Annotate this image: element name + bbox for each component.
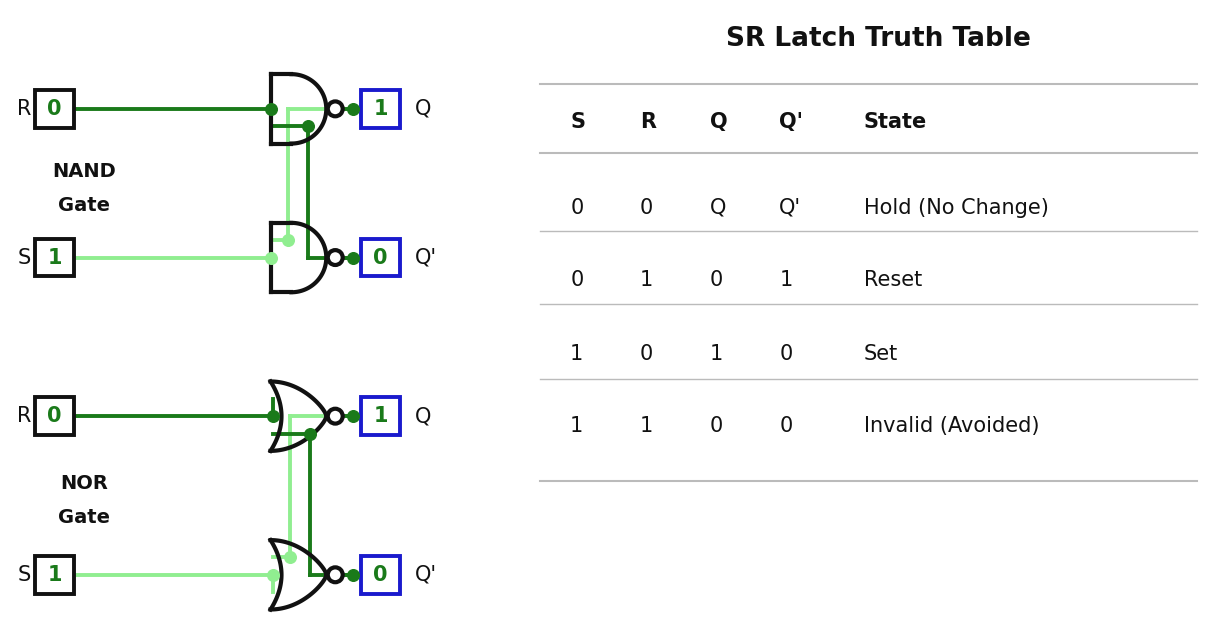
Point — [299, 121, 318, 132]
Text: Q': Q' — [779, 198, 801, 218]
Text: 1: 1 — [709, 343, 722, 364]
Text: 1: 1 — [570, 416, 583, 436]
Point — [342, 252, 362, 263]
Point — [281, 552, 300, 562]
Text: Invalid (Avoided): Invalid (Avoided) — [864, 416, 1039, 436]
FancyBboxPatch shape — [361, 239, 401, 277]
Point — [261, 252, 281, 263]
FancyBboxPatch shape — [35, 556, 75, 594]
Text: Gate: Gate — [58, 508, 110, 527]
Text: Hold (No Change): Hold (No Change) — [864, 198, 1049, 218]
Point — [342, 411, 362, 421]
Text: R: R — [17, 406, 31, 426]
Text: 0: 0 — [709, 270, 722, 290]
FancyBboxPatch shape — [35, 239, 75, 277]
Text: 1: 1 — [779, 270, 793, 290]
Text: 1: 1 — [47, 565, 62, 585]
Text: Q: Q — [709, 198, 726, 218]
Text: 0: 0 — [779, 416, 793, 436]
Point — [261, 104, 281, 114]
Text: 0: 0 — [640, 198, 653, 218]
Point — [263, 411, 282, 421]
Text: NOR: NOR — [60, 474, 109, 493]
Point — [300, 428, 319, 438]
Text: 0: 0 — [47, 406, 62, 426]
Point — [342, 569, 362, 580]
Text: Q: Q — [415, 406, 432, 426]
Text: 0: 0 — [374, 565, 387, 585]
Text: S: S — [18, 248, 31, 268]
FancyBboxPatch shape — [35, 397, 75, 435]
Text: 1: 1 — [570, 343, 583, 364]
Text: 1: 1 — [640, 270, 653, 290]
Point — [342, 104, 362, 114]
Text: 0: 0 — [640, 343, 653, 364]
Text: 0: 0 — [570, 198, 583, 218]
Text: 0: 0 — [374, 248, 387, 268]
FancyBboxPatch shape — [361, 90, 401, 128]
Text: 0: 0 — [570, 270, 583, 290]
Circle shape — [328, 250, 342, 265]
Text: 1: 1 — [374, 99, 387, 119]
Text: Set: Set — [864, 343, 898, 364]
Point — [278, 235, 298, 245]
Text: Q': Q' — [779, 112, 803, 132]
Text: 0: 0 — [47, 99, 62, 119]
Text: R: R — [17, 99, 31, 119]
Text: Q': Q' — [415, 248, 438, 268]
Text: Gate: Gate — [58, 196, 110, 214]
Text: S: S — [570, 112, 586, 132]
Circle shape — [328, 101, 342, 116]
Text: 1: 1 — [47, 248, 62, 268]
Point — [263, 569, 282, 580]
Text: Reset: Reset — [864, 270, 922, 290]
Text: SR Latch Truth Table: SR Latch Truth Table — [726, 26, 1031, 53]
Text: Q': Q' — [415, 565, 438, 585]
Text: 1: 1 — [640, 416, 653, 436]
Text: 0: 0 — [779, 343, 793, 364]
Text: R: R — [640, 112, 656, 132]
Text: Q: Q — [415, 99, 432, 119]
Text: NAND: NAND — [52, 162, 116, 181]
Text: 1: 1 — [374, 406, 387, 426]
FancyBboxPatch shape — [361, 397, 401, 435]
Text: Q: Q — [709, 112, 727, 132]
FancyBboxPatch shape — [361, 556, 401, 594]
Text: S: S — [18, 565, 31, 585]
Text: 0: 0 — [709, 416, 722, 436]
Text: State: State — [864, 112, 927, 132]
Circle shape — [328, 409, 342, 424]
Circle shape — [328, 568, 342, 582]
FancyBboxPatch shape — [35, 90, 75, 128]
